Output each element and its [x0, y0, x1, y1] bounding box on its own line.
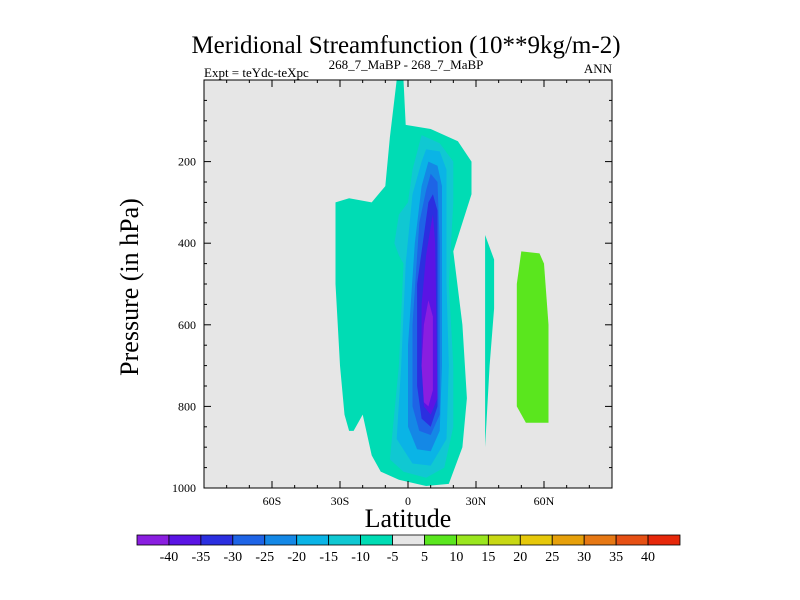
- colorbar-label: -5: [387, 550, 399, 565]
- colorbar-label: -35: [192, 550, 211, 565]
- colorbar-label: 25: [545, 550, 559, 565]
- y-tick-label: 200: [178, 155, 196, 169]
- colorbar-label: -15: [319, 550, 338, 565]
- colorbar-label: 20: [513, 550, 527, 565]
- colorbar-swatch: [360, 534, 393, 546]
- colorbar-swatch: [200, 534, 234, 546]
- x-tick-label: 30N: [466, 494, 487, 508]
- contour-region--40: [421, 300, 433, 407]
- colorbar-swatch: [264, 534, 298, 546]
- colorbar-swatch: [232, 534, 266, 546]
- contour-region-5: [516, 251, 549, 423]
- x-axis-label: Latitude: [365, 504, 452, 533]
- axis-ticks: 60S 30S 0 30N 60N 200 400 600 800 1000: [172, 80, 612, 508]
- y-axis-label: Pressure (in hPa): [115, 198, 144, 376]
- colorbar-swatch: [583, 534, 617, 546]
- y-tick-label: 1000: [172, 481, 196, 495]
- colorbar-label: 35: [609, 550, 623, 565]
- colorbar-label: -30: [223, 550, 242, 565]
- right-string: ANN: [584, 61, 613, 76]
- colorbar-label: 40: [641, 550, 655, 565]
- contour-fills: [335, 80, 549, 486]
- colorbar-label: -25: [255, 550, 274, 565]
- colorbar-label: 5: [421, 550, 428, 565]
- x-tick-label: 30S: [331, 494, 350, 508]
- left-string: Expt = teYdc-teXpc: [204, 65, 309, 80]
- colorbar-label: -10: [351, 550, 370, 565]
- colorbar-swatch: [519, 534, 553, 546]
- colorbar-swatch: [647, 534, 681, 546]
- colorbar-swatch: [615, 534, 649, 546]
- colorbar-label: -20: [287, 550, 306, 565]
- colorbar-swatch: [392, 534, 425, 546]
- colorbar-label: 15: [481, 550, 495, 565]
- colorbar-swatch: [424, 534, 457, 546]
- colorbar-swatch: [487, 534, 521, 546]
- y-tick-label: 600: [178, 318, 196, 332]
- colorbar-swatch: [296, 534, 330, 546]
- y-tick-label: 800: [178, 399, 196, 413]
- y-tick-label: 400: [178, 236, 196, 250]
- colorbar-swatch: [456, 534, 489, 546]
- chart-title: Meridional Streamfunction (10**9kg/m-2): [191, 32, 620, 59]
- x-tick-label: 0: [405, 494, 411, 508]
- colorbar: -40 -35 -30 -25 -20 -15 -10 -5 5 10 15 20 25 30 35 40: [136, 534, 681, 565]
- contour-region--5: [485, 235, 495, 448]
- colorbar-swatch: [328, 534, 361, 546]
- colorbar-label: 30: [577, 550, 591, 565]
- colorbar-swatch: [168, 534, 202, 546]
- colorbar-label: -40: [160, 550, 179, 565]
- colorbar-swatch: [551, 534, 585, 546]
- x-tick-label: 60N: [534, 494, 555, 508]
- center-string: 268_7_MaBP - 268_7_MaBP: [329, 57, 484, 72]
- colorbar-label: 10: [449, 550, 463, 565]
- x-tick-label: 60S: [263, 494, 282, 508]
- colorbar-swatch: [136, 534, 170, 546]
